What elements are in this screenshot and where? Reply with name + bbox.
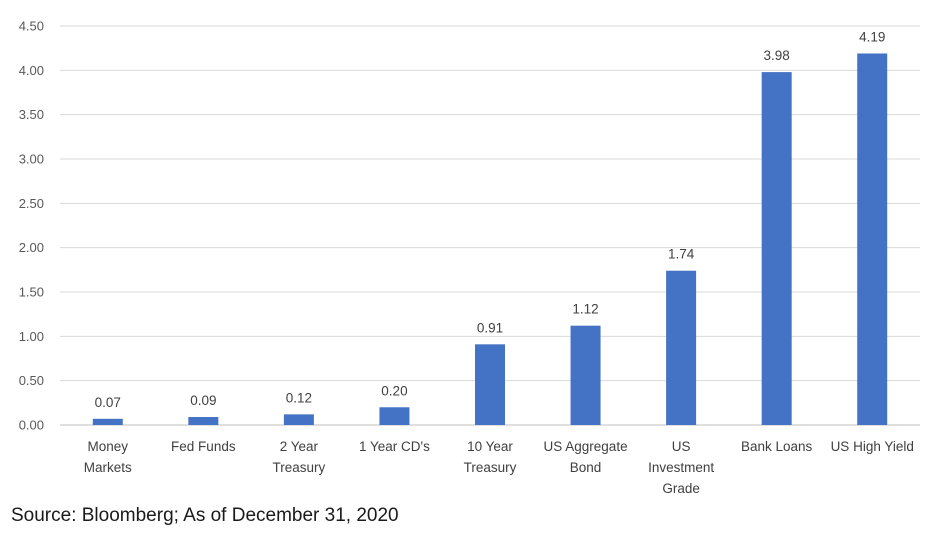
y-tick-label: 1.50 bbox=[19, 285, 44, 300]
x-tick-label: 1 Year CD's bbox=[359, 439, 430, 454]
data-label: 0.91 bbox=[477, 320, 503, 335]
y-tick-label: 4.50 bbox=[19, 19, 44, 34]
bar bbox=[188, 417, 219, 425]
y-tick-label: 3.00 bbox=[19, 152, 44, 167]
y-tick-label: 4.00 bbox=[19, 63, 44, 78]
x-tick-label: 10 Year Treasury bbox=[464, 439, 517, 475]
bar bbox=[666, 270, 697, 425]
bar bbox=[570, 325, 601, 425]
data-label: 0.12 bbox=[286, 390, 312, 405]
y-tick-label: 0.00 bbox=[19, 418, 44, 433]
data-label: 0.07 bbox=[95, 395, 121, 410]
y-tick-label: 2.50 bbox=[19, 196, 44, 211]
y-tick-label: 1.00 bbox=[19, 329, 44, 344]
x-tick-label: Fed Funds bbox=[171, 439, 236, 454]
data-label: 1.74 bbox=[668, 247, 695, 262]
bar-chart: 0.00 0.50 1.00 1.50 2.00 2.50 3.00 3.50 4.00 4.50… bbox=[19, 19, 920, 496]
bar bbox=[761, 72, 792, 426]
gridlines bbox=[60, 25, 920, 426]
x-tick-label: 2 Year Treasury bbox=[273, 439, 326, 475]
x-axis: Money Markets Fed Funds 2 Year Treasury 1 Yea… bbox=[84, 439, 914, 496]
y-tick-label: 0.50 bbox=[19, 373, 44, 388]
data-labels: 0.07 0.09 0.12 0.20 0.91 1.12 1.74 3.98 4.19 bbox=[95, 29, 886, 409]
bar bbox=[92, 418, 123, 425]
data-label: 0.09 bbox=[190, 393, 216, 408]
y-tick-label: 2.00 bbox=[19, 240, 44, 255]
bar bbox=[283, 414, 314, 425]
bar bbox=[857, 53, 888, 426]
y-axis: 0.00 0.50 1.00 1.50 2.00 2.50 3.00 3.50 4.00 4.50 bbox=[19, 19, 44, 433]
x-tick-label: US High Yield bbox=[831, 439, 914, 454]
y-tick-label: 3.50 bbox=[19, 107, 44, 122]
source-note: Source: Bloomberg; As of December 31, 20… bbox=[11, 505, 399, 526]
data-label: 1.12 bbox=[572, 302, 598, 317]
data-label: 4.19 bbox=[859, 29, 885, 44]
bar bbox=[475, 344, 505, 425]
data-label: 3.98 bbox=[764, 48, 790, 63]
x-tick-label: Money Markets bbox=[84, 439, 132, 475]
data-label: 0.20 bbox=[381, 383, 407, 398]
x-tick-label: Bank Loans bbox=[741, 439, 813, 454]
x-tick-label: US Investment Grade bbox=[648, 439, 714, 496]
bar bbox=[379, 407, 410, 425]
bars bbox=[92, 53, 888, 426]
x-tick-label: US Aggregate Bond bbox=[544, 439, 628, 475]
